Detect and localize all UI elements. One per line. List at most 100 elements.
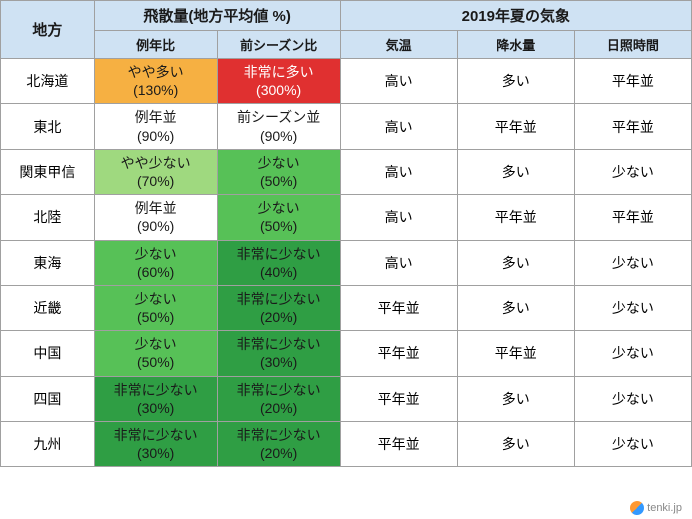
year-pct: (50%): [97, 353, 215, 371]
table-row: 近畿少ない(50%)非常に少ない(20%)平年並多い少ない: [1, 285, 692, 330]
season-cell: 非常に少ない(20%): [217, 285, 340, 330]
table-row: 中国少ない(50%)非常に少ない(30%)平年並平年並少ない: [1, 331, 692, 376]
season-label: 非常に少ない: [220, 381, 338, 399]
table-body: 北海道やや多い(130%)非常に多い(300%)高い多い平年並東北例年並(90%…: [1, 59, 692, 467]
th-year: 例年比: [94, 31, 217, 59]
year-cell: 例年並(90%): [94, 195, 217, 240]
sun-cell: 少ない: [574, 331, 691, 376]
season-label: 少ない: [220, 199, 338, 217]
year-cell: やや多い(130%): [94, 59, 217, 104]
season-pct: (300%): [220, 81, 338, 99]
year-label: 非常に少ない: [97, 426, 215, 444]
region-cell: 東北: [1, 104, 95, 149]
temp-cell: 平年並: [340, 331, 457, 376]
tenki-logo-icon: [630, 501, 644, 515]
season-cell: 非常に少ない(20%): [217, 422, 340, 467]
year-pct: (60%): [97, 263, 215, 281]
season-cell: 非常に少ない(30%): [217, 331, 340, 376]
table-row: 関東甲信やや少ない(70%)少ない(50%)高い多い少ない: [1, 149, 692, 194]
sun-cell: 平年並: [574, 195, 691, 240]
region-cell: 北海道: [1, 59, 95, 104]
season-label: 非常に多い: [220, 63, 338, 81]
th-region: 地方: [1, 1, 95, 59]
season-label: 非常に少ない: [220, 426, 338, 444]
temp-cell: 高い: [340, 104, 457, 149]
year-pct: (90%): [97, 217, 215, 235]
th-season: 前シーズン比: [217, 31, 340, 59]
season-pct: (90%): [220, 127, 338, 145]
region-cell: 中国: [1, 331, 95, 376]
precip-cell: 平年並: [457, 331, 574, 376]
th-precip: 降水量: [457, 31, 574, 59]
season-pct: (20%): [220, 399, 338, 417]
footer-attribution: tenki.jp: [630, 501, 682, 515]
year-pct: (130%): [97, 81, 215, 99]
region-cell: 東海: [1, 240, 95, 285]
season-pct: (20%): [220, 444, 338, 462]
season-label: 非常に少ない: [220, 335, 338, 353]
year-cell: 非常に少ない(30%): [94, 422, 217, 467]
pollen-weather-table: 地方 飛散量(地方平均値 %) 2019年夏の気象 例年比 前シーズン比 気温 …: [0, 0, 692, 467]
season-label: 前シーズン並: [220, 108, 338, 126]
sun-cell: 少ない: [574, 422, 691, 467]
precip-cell: 多い: [457, 240, 574, 285]
table-row: 九州非常に少ない(30%)非常に少ない(20%)平年並多い少ない: [1, 422, 692, 467]
year-label: 少ない: [97, 290, 215, 308]
season-pct: (20%): [220, 308, 338, 326]
region-cell: 北陸: [1, 195, 95, 240]
year-pct: (70%): [97, 172, 215, 190]
temp-cell: 平年並: [340, 422, 457, 467]
season-cell: 非常に少ない(20%): [217, 376, 340, 421]
th-temp: 気温: [340, 31, 457, 59]
th-sun: 日照時間: [574, 31, 691, 59]
temp-cell: 平年並: [340, 376, 457, 421]
sun-cell: 少ない: [574, 285, 691, 330]
year-label: 少ない: [97, 335, 215, 353]
precip-cell: 多い: [457, 59, 574, 104]
precip-cell: 平年並: [457, 195, 574, 240]
year-label: 例年並: [97, 108, 215, 126]
sun-cell: 平年並: [574, 59, 691, 104]
sun-cell: 平年並: [574, 104, 691, 149]
year-label: 非常に少ない: [97, 381, 215, 399]
table-row: 北陸例年並(90%)少ない(50%)高い平年並平年並: [1, 195, 692, 240]
precip-cell: 多い: [457, 285, 574, 330]
season-pct: (40%): [220, 263, 338, 281]
year-cell: やや少ない(70%): [94, 149, 217, 194]
footer-text: tenki.jp: [647, 502, 682, 514]
season-cell: 少ない(50%): [217, 149, 340, 194]
table-row: 東北例年並(90%)前シーズン並(90%)高い平年並平年並: [1, 104, 692, 149]
th-weather-group: 2019年夏の気象: [340, 1, 691, 31]
precip-cell: 多い: [457, 422, 574, 467]
season-label: 少ない: [220, 154, 338, 172]
precip-cell: 平年並: [457, 104, 574, 149]
temp-cell: 高い: [340, 149, 457, 194]
precip-cell: 多い: [457, 376, 574, 421]
precip-cell: 多い: [457, 149, 574, 194]
year-label: 例年並: [97, 199, 215, 217]
region-cell: 近畿: [1, 285, 95, 330]
sun-cell: 少ない: [574, 149, 691, 194]
year-pct: (30%): [97, 444, 215, 462]
year-pct: (30%): [97, 399, 215, 417]
year-cell: 非常に少ない(30%): [94, 376, 217, 421]
season-pct: (50%): [220, 217, 338, 235]
season-cell: 少ない(50%): [217, 195, 340, 240]
table-container: 地方 飛散量(地方平均値 %) 2019年夏の気象 例年比 前シーズン比 気温 …: [0, 0, 692, 467]
year-cell: 少ない(50%): [94, 285, 217, 330]
year-pct: (50%): [97, 308, 215, 326]
temp-cell: 平年並: [340, 285, 457, 330]
season-label: 非常に少ない: [220, 290, 338, 308]
year-cell: 例年並(90%): [94, 104, 217, 149]
year-pct: (90%): [97, 127, 215, 145]
region-cell: 四国: [1, 376, 95, 421]
year-label: やや多い: [97, 63, 215, 81]
season-pct: (50%): [220, 172, 338, 190]
table-row: 四国非常に少ない(30%)非常に少ない(20%)平年並多い少ない: [1, 376, 692, 421]
season-cell: 非常に多い(300%): [217, 59, 340, 104]
year-cell: 少ない(50%): [94, 331, 217, 376]
year-cell: 少ない(60%): [94, 240, 217, 285]
season-pct: (30%): [220, 353, 338, 371]
sun-cell: 少ない: [574, 240, 691, 285]
season-label: 非常に少ない: [220, 245, 338, 263]
